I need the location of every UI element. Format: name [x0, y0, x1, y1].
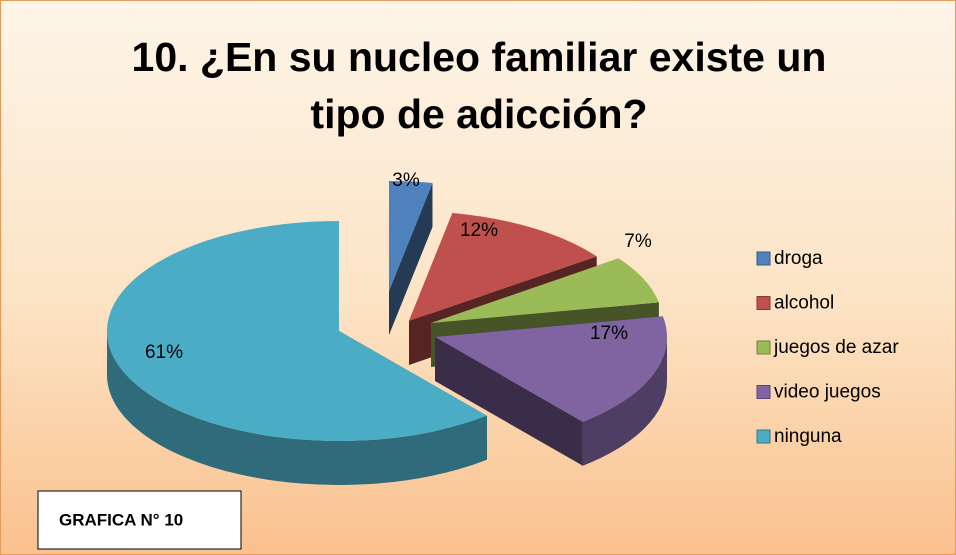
annotation: GRAFICA N° 10 [59, 510, 183, 529]
data-label: 61% [145, 342, 183, 363]
legend-swatch [756, 385, 771, 399]
slice [389, 181, 433, 291]
legend-swatch [756, 429, 771, 444]
legend-label: video juegos [774, 382, 881, 403]
legend-swatch [756, 296, 771, 310]
slice-side [389, 182, 433, 335]
slice [409, 212, 597, 321]
slice [107, 221, 487, 441]
annotation-box [37, 490, 242, 550]
slice [435, 316, 667, 466]
slice [107, 221, 487, 485]
data-label: 7% [624, 231, 652, 252]
chart-title: 10. ¿En su nucleo familiar existe un tip… [131, 34, 827, 137]
legend-label: alcohol [774, 293, 834, 314]
legend-swatch [756, 251, 771, 266]
legend-swatch [756, 340, 771, 355]
legend-label: ninguna [774, 426, 842, 447]
slice [389, 181, 433, 335]
slice-side [107, 331, 487, 485]
slice [431, 258, 659, 323]
slice-side [435, 337, 583, 466]
legend-label: juegos de azar [773, 337, 899, 358]
slice-side [582, 337, 667, 466]
data-label: 17% [590, 323, 628, 344]
data-label: 3% [392, 170, 420, 191]
slice [435, 316, 667, 422]
data-label: 12% [460, 220, 498, 241]
legend-label: droga [774, 248, 823, 269]
